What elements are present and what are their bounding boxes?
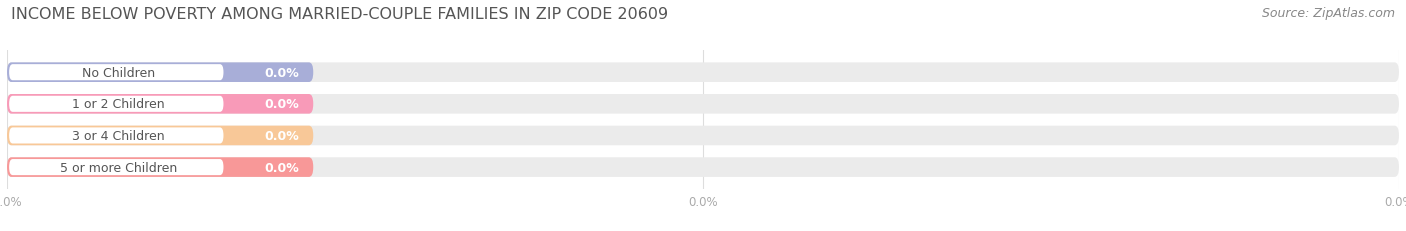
FancyBboxPatch shape bbox=[7, 63, 314, 83]
FancyBboxPatch shape bbox=[8, 128, 224, 144]
Text: 0.0%: 0.0% bbox=[264, 161, 299, 174]
FancyBboxPatch shape bbox=[8, 159, 224, 175]
FancyBboxPatch shape bbox=[7, 95, 1399, 114]
Text: No Children: No Children bbox=[82, 66, 155, 79]
FancyBboxPatch shape bbox=[8, 65, 224, 81]
Text: 0.0%: 0.0% bbox=[264, 129, 299, 142]
FancyBboxPatch shape bbox=[7, 63, 1399, 83]
FancyBboxPatch shape bbox=[7, 158, 1399, 177]
FancyBboxPatch shape bbox=[8, 96, 224, 112]
Text: 0.0%: 0.0% bbox=[264, 98, 299, 111]
Text: 5 or more Children: 5 or more Children bbox=[60, 161, 177, 174]
FancyBboxPatch shape bbox=[7, 158, 314, 177]
FancyBboxPatch shape bbox=[7, 95, 314, 114]
Text: INCOME BELOW POVERTY AMONG MARRIED-COUPLE FAMILIES IN ZIP CODE 20609: INCOME BELOW POVERTY AMONG MARRIED-COUPL… bbox=[11, 7, 668, 22]
FancyBboxPatch shape bbox=[7, 126, 1399, 146]
FancyBboxPatch shape bbox=[7, 126, 314, 146]
Text: Source: ZipAtlas.com: Source: ZipAtlas.com bbox=[1261, 7, 1395, 20]
Text: 3 or 4 Children: 3 or 4 Children bbox=[72, 129, 165, 142]
Text: 0.0%: 0.0% bbox=[264, 66, 299, 79]
Text: 1 or 2 Children: 1 or 2 Children bbox=[72, 98, 165, 111]
